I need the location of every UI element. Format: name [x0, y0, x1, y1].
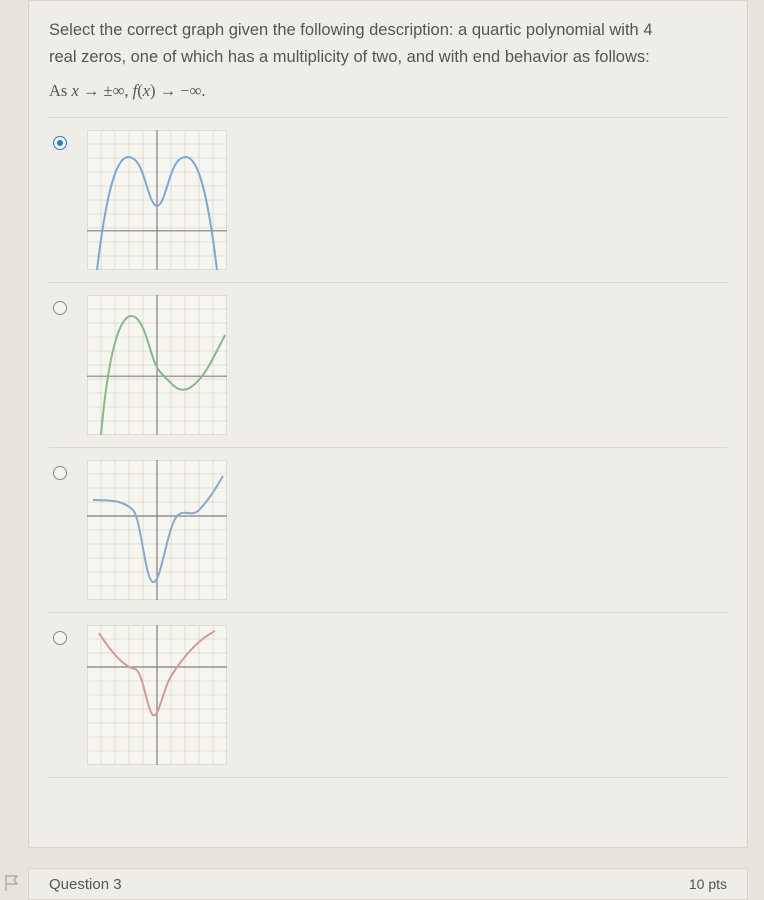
radio-option-2[interactable] [53, 301, 67, 315]
graph-thumbnail-4 [87, 625, 227, 765]
graph-thumbnail-2 [87, 295, 227, 435]
graph-thumbnail-1 [87, 130, 227, 270]
math-expression: As x → ±∞, f(x) → −∞. [49, 81, 727, 101]
option-3[interactable] [49, 448, 727, 613]
next-question-points: 10 pts [689, 876, 727, 892]
option-1[interactable] [49, 118, 727, 283]
radio-option-4[interactable] [53, 631, 67, 645]
option-2[interactable] [49, 283, 727, 448]
prompt-text: Select the correct graph given the follo… [49, 17, 727, 71]
prompt-line-2: real zeros, one of which has a multiplic… [49, 48, 650, 66]
radio-option-3[interactable] [53, 466, 67, 480]
graph-thumbnail-3 [87, 460, 227, 600]
next-question-header[interactable]: Question 3 10 pts [28, 868, 748, 900]
next-question-title: Question 3 [49, 876, 122, 893]
question-card: Select the correct graph given the follo… [28, 0, 748, 848]
radio-option-1[interactable] [53, 136, 67, 150]
options-list [49, 117, 727, 778]
prompt-line-1: Select the correct graph given the follo… [49, 21, 653, 39]
option-4[interactable] [49, 613, 727, 778]
flag-icon[interactable] [4, 874, 20, 892]
